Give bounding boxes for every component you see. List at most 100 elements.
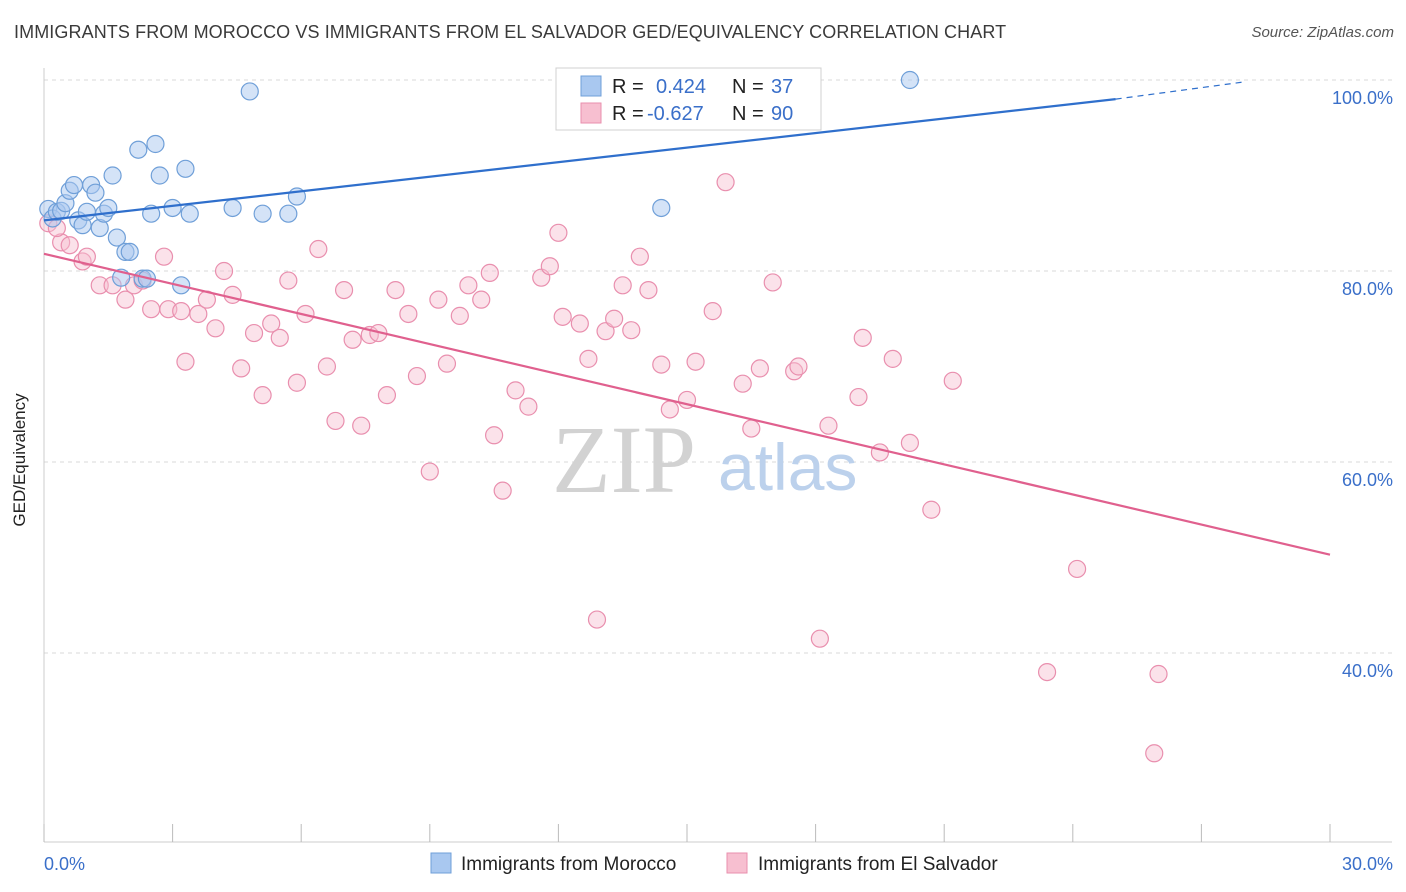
salvador-point: [652, 355, 671, 374]
salvador-point: [613, 276, 632, 295]
salvador-point: [686, 352, 705, 371]
salvador-point: [459, 276, 478, 295]
salvador-point: [253, 386, 272, 405]
salvador-point: [900, 433, 920, 452]
salvador-point: [1149, 664, 1168, 684]
salvador-point: [742, 419, 761, 438]
morocco-point: [176, 159, 195, 178]
salvador-trend-line: [43, 252, 1331, 556]
y-tick-labels: 40.0% 60.0% 80.0% 100.0%: [1332, 88, 1393, 681]
salvador-point: [60, 236, 79, 255]
salvador-point: [480, 263, 499, 283]
salvador-point: [309, 239, 328, 259]
salvador-point: [596, 322, 615, 341]
morocco-point: [120, 242, 139, 261]
salvador-point: [506, 381, 525, 400]
salvador-point: [429, 290, 448, 309]
salvador-point: [172, 302, 191, 321]
legend-salvador-swatch: [726, 852, 748, 874]
salvador-point: [437, 354, 457, 373]
stats-salvador-r-value: -0.627: [647, 103, 704, 125]
salvador-point: [420, 462, 439, 481]
x-tick-label: 30.0%: [1342, 854, 1393, 874]
y-tick-label: 100.0%: [1332, 88, 1393, 108]
stats-salvador-r-label: R =: [612, 103, 644, 125]
salvador-point: [472, 290, 491, 309]
morocco-point: [279, 204, 298, 223]
morocco-points: [39, 70, 920, 295]
salvador-point: [587, 610, 607, 629]
morocco-point: [103, 166, 122, 185]
salvador-point: [214, 261, 234, 281]
legend-morocco-swatch: [430, 852, 452, 874]
salvador-point: [849, 387, 868, 407]
y-tick-label: 60.0%: [1342, 470, 1393, 490]
salvador-point: [549, 223, 568, 242]
salvador-point: [189, 304, 208, 324]
salvador-point: [1067, 559, 1087, 579]
axes: [43, 68, 1392, 843]
watermark-atlas: atlas: [718, 430, 857, 504]
morocco-point: [150, 166, 169, 185]
salvador-point: [716, 173, 735, 192]
salvador-point: [570, 314, 589, 333]
stats-box: R = 0.424 N = 37 R = -0.627 N = 90: [555, 67, 822, 131]
salvador-point: [343, 330, 362, 349]
salvador-point: [789, 357, 808, 376]
salvador-point: [116, 290, 135, 309]
salvador-point: [639, 281, 658, 300]
salvador-point: [407, 366, 427, 386]
salvador-point: [630, 247, 649, 266]
morocco-point: [129, 140, 148, 159]
source-credit: Source: ZipAtlas.com: [1251, 24, 1394, 41]
salvador-point: [733, 374, 752, 393]
morocco-point: [77, 202, 96, 221]
salvador-point: [605, 309, 624, 328]
x-tick-label: 0.0%: [44, 854, 85, 874]
watermark: ZIP atlas: [552, 406, 857, 513]
salvador-point: [334, 281, 354, 300]
morocco-point: [64, 175, 84, 195]
watermark-zip: ZIP: [552, 406, 696, 513]
salvador-point: [287, 373, 307, 392]
morocco-point: [107, 228, 126, 247]
salvador-point: [493, 481, 512, 500]
morocco-point: [253, 204, 272, 223]
salvador-points: [39, 173, 1168, 763]
salvador-point: [579, 349, 598, 368]
salvador-point: [176, 352, 195, 371]
salvador-point: [90, 276, 109, 295]
salvador-point: [553, 307, 572, 326]
salvador-point: [142, 300, 161, 319]
salvador-point: [519, 397, 538, 416]
stats-salvador-n-label: N =: [732, 103, 764, 125]
salvador-point: [819, 416, 838, 435]
salvador-point: [244, 323, 264, 343]
stats-morocco-n-label: N =: [732, 76, 764, 98]
morocco-point: [163, 198, 182, 218]
salvador-point: [1145, 744, 1164, 763]
salvador-point: [352, 416, 371, 435]
stats-morocco-r-value: 0.424: [656, 76, 706, 98]
salvador-point: [326, 411, 345, 431]
salvador-point: [317, 357, 337, 376]
salvador-point: [377, 386, 397, 405]
legend-morocco-label: Immigrants from Morocco: [461, 854, 676, 875]
stats-morocco-swatch: [580, 75, 602, 97]
salvador-point: [703, 302, 722, 321]
morocco-point: [86, 183, 105, 202]
salvador-point: [870, 443, 890, 462]
morocco-trend-line: [43, 98, 1116, 222]
salvador-point: [399, 304, 418, 324]
salvador-point: [750, 359, 769, 378]
salvador-point: [386, 281, 405, 300]
legend-salvador-label: Immigrants from El Salvador: [758, 854, 998, 875]
chart-title: IMMIGRANTS FROM MOROCCO VS IMMIGRANTS FR…: [14, 22, 1007, 42]
morocco-point: [146, 134, 165, 154]
salvador-point: [622, 321, 641, 340]
salvador-point: [232, 359, 251, 378]
salvador-point: [485, 426, 504, 445]
morocco-point: [652, 198, 671, 218]
stats-morocco-r-label: R =: [612, 76, 644, 98]
legend: Immigrants from Morocco Immigrants from …: [430, 852, 998, 875]
